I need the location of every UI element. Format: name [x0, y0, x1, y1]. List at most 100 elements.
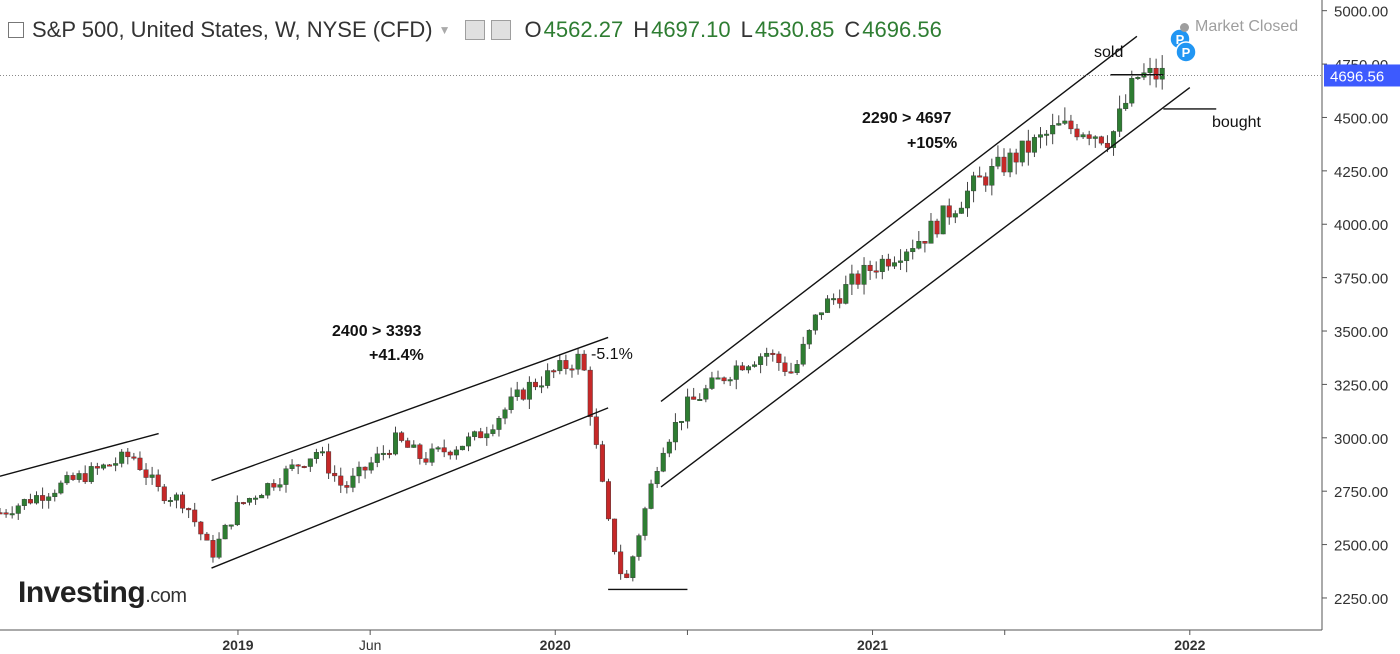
candle-up — [1007, 152, 1013, 173]
candle-up — [100, 464, 106, 469]
collapse-icon[interactable] — [8, 22, 24, 38]
candle-down — [240, 502, 246, 505]
candle-up — [21, 499, 27, 506]
market-status-text: Market Closed — [1195, 18, 1299, 35]
candle-down — [192, 509, 198, 523]
candle-down — [40, 495, 46, 501]
candle-down — [125, 451, 131, 458]
candle-down — [137, 457, 143, 470]
candle-up — [167, 500, 173, 503]
candle-up — [642, 508, 648, 536]
y-tick-label: 3750.00 — [1334, 271, 1388, 288]
candle-up — [764, 352, 770, 357]
candle-up — [758, 356, 764, 365]
candle-down — [210, 540, 216, 558]
candle-down — [332, 472, 338, 477]
candle-up — [356, 466, 362, 477]
candle-up — [307, 458, 313, 467]
candle-down — [27, 499, 33, 504]
low-label: L — [740, 17, 753, 42]
candle-up — [898, 260, 904, 263]
candle-up — [502, 409, 508, 419]
candle-down — [70, 475, 76, 480]
candle-up — [557, 360, 563, 372]
candle-up — [910, 248, 916, 253]
last-price-label: 4696.56 — [1330, 68, 1384, 85]
candle-up — [928, 220, 934, 244]
candle-up — [234, 502, 240, 526]
candle-up — [393, 432, 399, 455]
candle-up — [490, 429, 496, 434]
candle-up — [411, 444, 417, 448]
candle-down — [721, 377, 727, 382]
trend-line — [660, 35, 1138, 403]
candle-up — [800, 343, 806, 365]
open-label: O — [524, 17, 542, 42]
candle-down — [1068, 120, 1074, 130]
x-tick-label: 2019 — [222, 637, 253, 653]
low-value: 4530.85 — [754, 17, 835, 42]
y-tick-label: 4500.00 — [1334, 110, 1388, 127]
candle-down — [873, 270, 879, 273]
candle-up — [952, 213, 958, 218]
candle-up — [277, 484, 283, 488]
candle-down — [587, 369, 593, 418]
candle-up — [916, 241, 922, 249]
candle-up — [374, 453, 380, 463]
close-label: C — [844, 17, 861, 42]
annotation-label: sold — [1094, 44, 1123, 61]
annotation-label: bought — [1212, 114, 1261, 131]
candle-down — [131, 456, 137, 459]
candle-down — [94, 466, 100, 469]
x-tick-label: 2020 — [540, 637, 571, 653]
candle-up — [825, 298, 831, 313]
candle-down — [563, 360, 569, 369]
candle-up — [1031, 137, 1037, 153]
candle-up — [831, 298, 837, 301]
candle-up — [861, 264, 867, 285]
gear-icon[interactable] — [490, 20, 511, 40]
candle-down — [0, 512, 3, 515]
candle-up — [472, 431, 478, 437]
trend-line — [660, 87, 1191, 488]
candle-down — [180, 494, 186, 509]
annotation-label: +41.4% — [369, 347, 424, 364]
y-tick-label: 3500.00 — [1334, 324, 1388, 341]
candle-up — [709, 377, 715, 389]
candle-up — [727, 379, 733, 382]
camera-icon[interactable] — [464, 20, 485, 40]
y-tick-label: 3250.00 — [1334, 377, 1388, 394]
candle-up — [971, 175, 977, 192]
candle-up — [222, 524, 228, 540]
candle-up — [34, 495, 40, 504]
candle-down — [1098, 136, 1104, 144]
y-tick-label: 2500.00 — [1334, 538, 1388, 555]
candle-down — [1104, 142, 1110, 148]
candle-down — [551, 370, 557, 373]
candle-down — [1025, 140, 1031, 153]
candle-up — [484, 433, 490, 439]
chevron-down-icon[interactable]: ▼ — [438, 23, 451, 37]
marker-circle — [1175, 41, 1197, 63]
candle-down — [569, 368, 575, 371]
candle-down — [1086, 134, 1092, 139]
candle-up — [545, 370, 551, 386]
candle-down — [417, 444, 423, 459]
candle-up — [429, 448, 435, 463]
candle-down — [405, 440, 411, 448]
open-value: 4562.27 — [543, 17, 624, 42]
candle-up — [46, 496, 52, 501]
candle-up — [964, 190, 970, 209]
candle-down — [271, 483, 277, 488]
candle-up — [9, 513, 15, 516]
candle-up — [904, 251, 910, 262]
candle-up — [88, 466, 94, 483]
candle-down — [581, 353, 587, 371]
candle-up — [173, 494, 179, 501]
candle-up — [812, 314, 818, 331]
x-tick-label: 2022 — [1174, 637, 1205, 653]
candle-up — [52, 492, 58, 497]
candle-up — [1062, 120, 1068, 124]
candle-down — [301, 466, 307, 468]
candle-down — [782, 362, 788, 372]
